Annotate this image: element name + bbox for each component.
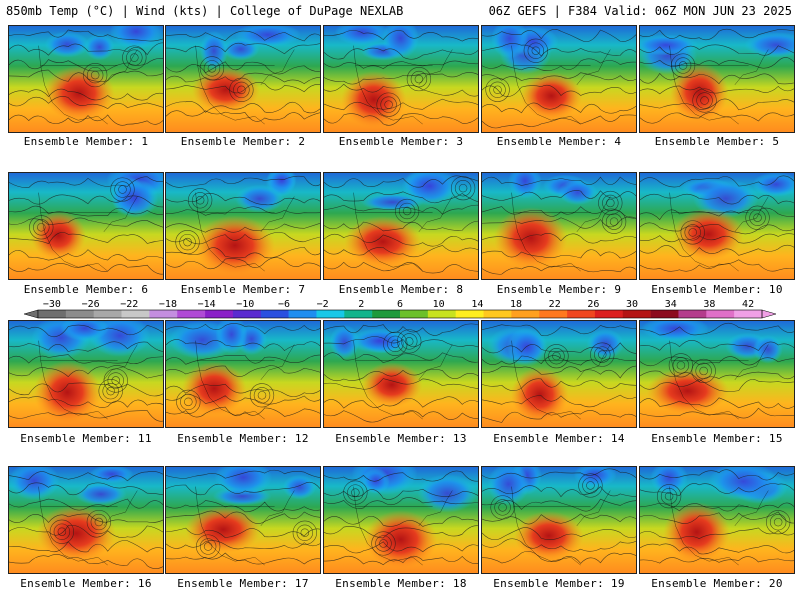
colorbar-tick-label: −30 [43, 299, 61, 310]
ensemble-member-map [323, 466, 479, 574]
ensemble-member-map [481, 320, 637, 428]
ensemble-member-label: Ensemble Member: 13 [335, 432, 467, 445]
colorbar-tick-label: 6 [397, 299, 403, 310]
ensemble-member-label: Ensemble Member: 7 [180, 283, 306, 296]
colorbar-swatch [260, 310, 289, 318]
colorbar-swatch [65, 310, 94, 318]
ensemble-member-map [639, 172, 795, 280]
colorbar-tick-label: 26 [587, 299, 599, 310]
valid-time-label: 06Z GEFS | F384 Valid: 06Z MON JUN 23 20… [488, 4, 792, 18]
ensemble-member-map [481, 466, 637, 574]
ensemble-member-label: Ensemble Member: 17 [177, 577, 309, 590]
colorbar-tick-label: −18 [159, 299, 177, 310]
colorbar-swatch [121, 310, 150, 318]
ensemble-member-map [165, 466, 321, 574]
colorbar-swatch [539, 310, 568, 318]
colorbar-swatch [288, 310, 317, 318]
ensemble-member-label: Ensemble Member: 6 [23, 283, 149, 296]
colorbar-swatch [400, 310, 429, 318]
ensemble-member-map [639, 466, 795, 574]
ensemble-member-map [8, 172, 164, 280]
ensemble-member-map [481, 25, 637, 133]
colorbar-tick-label: 34 [665, 299, 677, 310]
colorbar-swatch [205, 310, 234, 318]
colorbar-swatch [372, 310, 401, 318]
colorbar-swatch [149, 310, 178, 318]
ensemble-member-label: Ensemble Member: 16 [20, 577, 152, 590]
colorbar-tick-label: −10 [236, 299, 254, 310]
colorbar-tick-label: 14 [471, 299, 483, 310]
ensemble-member-label: Ensemble Member: 9 [496, 283, 622, 296]
colorbar-tick-label: 30 [626, 299, 638, 310]
ensemble-member-label: Ensemble Member: 1 [23, 135, 149, 148]
colorbar-tick-label: 22 [549, 299, 561, 310]
colorbar-tick-label: −26 [82, 299, 100, 310]
colorbar-swatch [455, 310, 484, 318]
map-title: 850mb Temp (°C) | Wind (kts) | College o… [6, 4, 404, 18]
colorbar-swatch [567, 310, 596, 318]
colorbar-tick-label: −22 [120, 299, 138, 310]
colorbar-min-arrow [23, 309, 39, 319]
ensemble-member-label: Ensemble Member: 20 [651, 577, 783, 590]
colorbar-tick-label: −14 [198, 299, 216, 310]
colorbar-swatch [650, 310, 679, 318]
ensemble-member-label: Ensemble Member: 3 [338, 135, 464, 148]
colorbar-swatch [93, 310, 122, 318]
colorbar-swatch [232, 310, 262, 318]
colorbar-swatch [483, 310, 512, 318]
colorbar-swatch [511, 310, 540, 318]
ensemble-member-label: Ensemble Member: 14 [493, 432, 625, 445]
ensemble-member-label: Ensemble Member: 2 [180, 135, 306, 148]
colorbar-tick-label: 10 [433, 299, 445, 310]
ensemble-member-map [639, 320, 795, 428]
colorbar-max-arrow [761, 309, 777, 319]
colorbar-swatch [427, 310, 456, 318]
ensemble-member-label: Ensemble Member: 8 [338, 283, 464, 296]
colorbar-swatch [344, 310, 373, 318]
colorbar-tick-label: 18 [510, 299, 522, 310]
ensemble-member-map [8, 25, 164, 133]
ensemble-member-map [165, 172, 321, 280]
ensemble-member-map [323, 320, 479, 428]
colorbar-tick-label: 38 [703, 299, 715, 310]
ensemble-member-label: Ensemble Member: 15 [651, 432, 783, 445]
colorbar-tick-label: −6 [278, 299, 290, 310]
ensemble-member-label: Ensemble Member: 5 [654, 135, 780, 148]
ensemble-member-label: Ensemble Member: 10 [651, 283, 783, 296]
colorbar-tick-label: 2 [358, 299, 364, 310]
ensemble-member-map [639, 25, 795, 133]
colorbar-swatch [177, 310, 206, 318]
colorbar-tick-label: 42 [742, 299, 754, 310]
ensemble-member-label: Ensemble Member: 18 [335, 577, 467, 590]
ensemble-member-map [481, 172, 637, 280]
colorbar-swatch [38, 310, 67, 318]
colorbar-swatch [678, 310, 707, 318]
colorbar-frame [37, 309, 763, 319]
ensemble-member-map [323, 172, 479, 280]
colorbar-swatch [622, 310, 651, 318]
ensemble-member-map [8, 466, 164, 574]
ensemble-member-map [323, 25, 479, 133]
ensemble-member-map [165, 25, 321, 133]
colorbar-swatch [316, 310, 345, 318]
colorbar-swatch [734, 310, 763, 318]
ensemble-member-label: Ensemble Member: 4 [496, 135, 622, 148]
ensemble-member-label: Ensemble Member: 11 [20, 432, 152, 445]
colorbar-swatch [594, 310, 624, 318]
colorbar-swatch [706, 310, 735, 318]
ensemble-member-map [165, 320, 321, 428]
ensemble-member-label: Ensemble Member: 12 [177, 432, 309, 445]
ensemble-member-label: Ensemble Member: 19 [493, 577, 625, 590]
ensemble-member-map [8, 320, 164, 428]
temperature-colorbar: −30 −26 −22 −18 −14 −10 −6 −2 2 6 10 14 18 22 26 30 34 38… [23, 299, 777, 319]
colorbar-tick-label: −2 [317, 299, 329, 310]
